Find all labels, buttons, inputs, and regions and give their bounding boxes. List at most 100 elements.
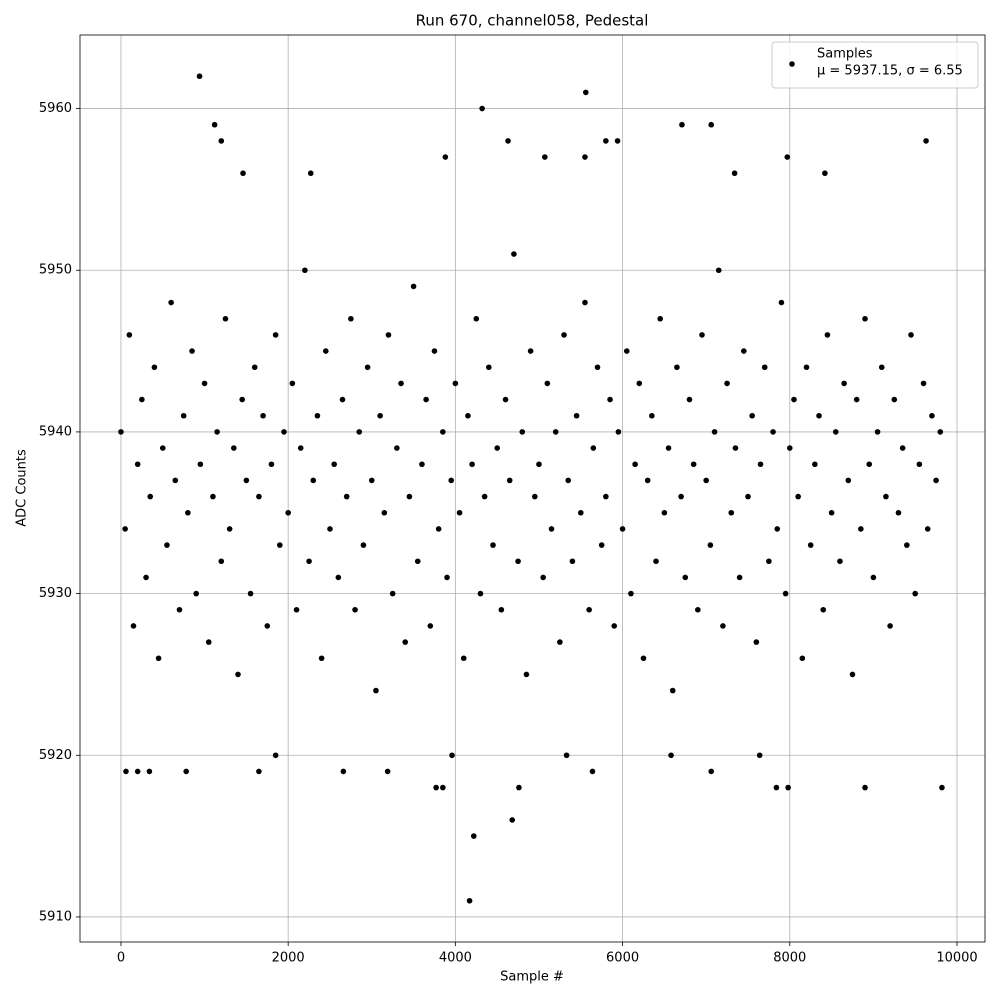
point (327, 526, 333, 532)
x-tick-label: 4000 (439, 951, 472, 966)
point (306, 558, 312, 565)
point (753, 639, 760, 645)
point (339, 396, 346, 403)
point (440, 429, 446, 435)
point (435, 526, 442, 532)
point (565, 477, 572, 484)
point (561, 332, 567, 338)
point (433, 784, 439, 791)
point (870, 574, 877, 581)
point (406, 493, 413, 500)
point (368, 477, 375, 484)
point (123, 768, 129, 775)
point (611, 623, 618, 629)
point (318, 655, 325, 662)
point (260, 412, 266, 419)
point (146, 768, 153, 775)
point (222, 315, 229, 322)
point (832, 429, 839, 435)
point (933, 477, 939, 484)
point (594, 364, 601, 371)
point (384, 768, 391, 775)
point (923, 138, 929, 144)
point (331, 461, 337, 468)
point (402, 639, 409, 645)
point (887, 623, 893, 629)
point (509, 817, 516, 823)
point (895, 509, 902, 516)
point (582, 299, 588, 306)
point (348, 315, 354, 322)
point (285, 509, 291, 516)
point (505, 138, 511, 144)
point (816, 412, 822, 419)
point (853, 396, 860, 403)
point (240, 170, 246, 177)
y-axis-label: ADC Counts (15, 449, 30, 527)
point (183, 768, 189, 775)
point (494, 445, 500, 451)
point (272, 332, 279, 338)
point (908, 332, 914, 338)
point (147, 493, 154, 500)
point (732, 445, 739, 451)
point (164, 542, 170, 548)
point (218, 138, 225, 144)
point (766, 558, 772, 565)
point (590, 445, 597, 451)
point (682, 574, 689, 581)
legend-subtitle: μ = 5937.15, σ = 6.55 (817, 64, 963, 79)
point (193, 590, 200, 597)
point (695, 606, 701, 613)
legend-label: Samples (817, 47, 873, 62)
point (657, 315, 664, 322)
point (598, 542, 605, 548)
point (527, 348, 534, 354)
point (452, 380, 459, 387)
point (782, 590, 789, 597)
point (448, 477, 454, 484)
point (159, 445, 166, 451)
point (619, 526, 626, 532)
point (302, 267, 308, 274)
point (703, 477, 709, 484)
point (519, 429, 526, 435)
point (720, 623, 726, 629)
point (515, 558, 521, 565)
point (615, 429, 622, 435)
y-tick-label: 5950 (39, 263, 72, 278)
point (899, 445, 906, 451)
x-tick-label: 10000 (936, 951, 977, 966)
point (235, 671, 241, 678)
point (277, 542, 283, 548)
point (632, 461, 638, 468)
point (335, 574, 342, 581)
point (218, 558, 225, 565)
x-tick-label: 8000 (773, 951, 806, 966)
point (502, 396, 509, 403)
point (214, 429, 220, 435)
point (243, 477, 250, 484)
point (268, 461, 275, 468)
point (799, 655, 806, 662)
point (139, 396, 145, 403)
point (644, 477, 651, 484)
point (866, 461, 873, 468)
point (256, 493, 262, 500)
x-axis-label: Sample # (500, 970, 564, 985)
point (536, 461, 542, 468)
point (878, 364, 885, 371)
point (707, 542, 714, 548)
point (143, 574, 149, 581)
point (820, 606, 827, 613)
point (197, 461, 204, 468)
point (785, 784, 791, 791)
point (470, 833, 477, 839)
point (394, 445, 400, 451)
point (862, 315, 868, 322)
point (674, 364, 680, 371)
point (640, 655, 647, 662)
point (603, 138, 609, 144)
point (912, 590, 918, 597)
